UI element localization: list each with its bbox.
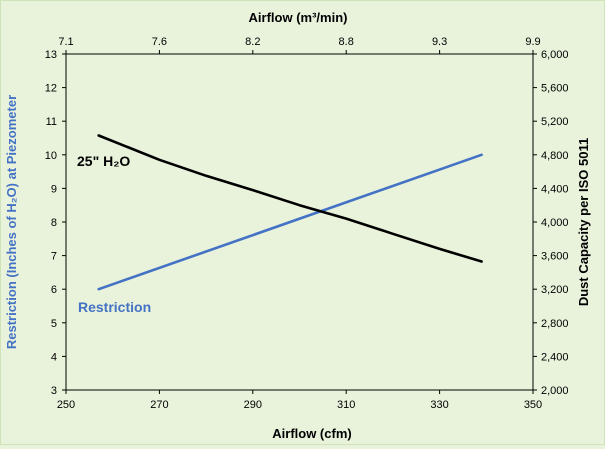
y-left-tick-label: 7 [51, 251, 57, 263]
x-tick-label: 350 [524, 399, 542, 411]
y-right-tick-label: 4,000 [541, 217, 569, 229]
x-tick-label: 310 [337, 399, 355, 411]
x-tick-label: 250 [57, 399, 75, 411]
series-label-restriction: Restriction [78, 299, 151, 315]
y-right-tick-label: 2,000 [541, 385, 569, 397]
y-left-tick-label: 5 [51, 318, 57, 330]
y-left-axis-title: Restriction (Inches of H₂O) at Piezomete… [4, 95, 19, 349]
y-left-tick-label: 8 [51, 217, 57, 229]
x-axis-title: Airflow (cfm) [272, 426, 351, 441]
x-top-tick-label: 9.3 [432, 36, 447, 48]
y-left-tick-label: 10 [45, 150, 57, 162]
x-top-tick-label: 7.6 [152, 36, 167, 48]
axes [62, 50, 537, 394]
dust-capacity-line [97, 134, 483, 263]
y-right-tick-label: 3,600 [541, 251, 569, 263]
y-right-tick-label: 2,800 [541, 318, 569, 330]
y-right-tick-label: 3,200 [541, 284, 569, 296]
y-right-tick-label: 2,400 [541, 351, 569, 363]
x-tick-label: 330 [430, 399, 448, 411]
series-lines [97, 134, 483, 291]
x-top-tick-label: 8.2 [245, 36, 260, 48]
y-right-tick-label: 4,800 [541, 150, 569, 162]
restriction-line [97, 153, 483, 291]
x-top-tick-label: 9.9 [525, 36, 540, 48]
x-top-tick-label: 8.8 [339, 36, 354, 48]
series-label-dust-capacity: 25" H₂O [77, 153, 130, 169]
x-tick-label: 270 [150, 399, 168, 411]
y-left-tick-label: 3 [51, 385, 57, 397]
x-top-tick-label: 7.1 [58, 36, 73, 48]
y-right-tick-label: 6,000 [541, 49, 569, 61]
y-left-tick-label: 13 [45, 49, 57, 61]
y-left-tick-label: 9 [51, 183, 57, 195]
x-top-axis-title: Airflow (m³/min) [249, 10, 348, 25]
y-right-tick-label: 4,400 [541, 183, 569, 195]
x-tick-label: 290 [244, 399, 262, 411]
y-left-tick-label: 11 [46, 116, 57, 128]
y-right-tick-label: 5,200 [541, 116, 569, 128]
y-left-tick-label: 12 [45, 83, 57, 95]
y-left-tick-label: 6 [51, 284, 57, 296]
y-right-axis-title: Dust Capacity per ISO 5011 [576, 138, 591, 306]
y-right-tick-label: 5,600 [541, 83, 569, 95]
tick-labels: 250 270 290 310 330 350 7.1 7.6 8.2 8.8 9.3 9.9 3 4 5 6… [45, 36, 569, 411]
y-left-tick-label: 4 [51, 351, 57, 363]
